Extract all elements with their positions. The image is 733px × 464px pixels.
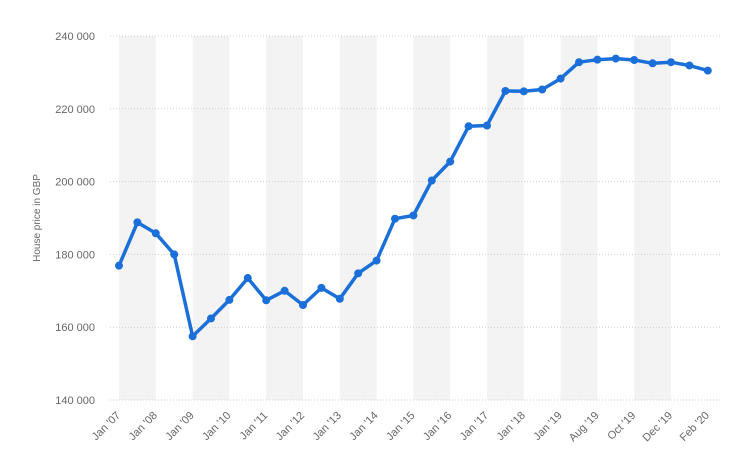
data-point[interactable] [354, 269, 363, 278]
data-point[interactable] [133, 218, 142, 227]
background-band [192, 36, 230, 400]
background-band [487, 36, 524, 400]
x-tick-label: Jan '18 [495, 410, 528, 443]
data-point[interactable] [630, 56, 639, 65]
y-tick-label: 160 000 [55, 322, 95, 334]
data-point[interactable] [262, 296, 271, 305]
x-tick-label: Jan '14 [347, 410, 380, 443]
data-point[interactable] [611, 54, 620, 63]
x-tick-label: Jan '16 [421, 410, 454, 443]
data-point[interactable] [188, 332, 197, 341]
y-tick-label: 200 000 [55, 177, 95, 189]
background-band [560, 36, 598, 400]
data-point[interactable] [115, 261, 123, 270]
background-band [634, 36, 671, 400]
y-tick-label: 140 000 [55, 395, 95, 407]
x-tick-label: Jan '08 [127, 410, 160, 443]
data-points [115, 54, 712, 341]
data-point[interactable] [648, 59, 657, 68]
data-point[interactable] [593, 55, 602, 64]
data-point[interactable] [225, 295, 234, 304]
data-point[interactable] [372, 256, 381, 265]
data-point[interactable] [483, 121, 491, 130]
data-point[interactable] [538, 85, 547, 94]
x-tick-label: Jan '11 [238, 410, 271, 443]
x-tick-label: Jan '07 [90, 410, 123, 443]
data-point[interactable] [409, 211, 418, 220]
x-tick-label: Dec '19 [641, 410, 676, 445]
data-point[interactable] [391, 214, 399, 223]
y-tick-label: 240 000 [55, 31, 95, 43]
data-point[interactable] [280, 286, 289, 295]
alternating-bands [119, 36, 671, 400]
x-tick-label: Jan '15 [384, 410, 417, 443]
x-axis-ticks: Jan '07 Jan '08 Jan '09 Jan '10 Jan '11 Jan '… [90, 410, 712, 445]
data-point[interactable] [170, 250, 179, 259]
y-tick-label: 180 000 [55, 249, 95, 261]
background-band [266, 36, 303, 400]
x-tick-label: Jan '19 [531, 410, 564, 443]
data-point[interactable] [703, 66, 712, 75]
data-point[interactable] [299, 300, 307, 309]
data-point[interactable] [556, 74, 565, 83]
x-tick-label: Jan '12 [274, 410, 307, 443]
y-axis-label: House price in GBP [32, 174, 43, 262]
x-tick-label: Jan '17 [458, 410, 491, 443]
x-tick-label: Jan '10 [200, 410, 233, 443]
data-point[interactable] [335, 294, 344, 303]
x-tick-label: Aug '19 [567, 410, 602, 445]
x-tick-label: Feb '20 [678, 410, 712, 444]
data-point[interactable] [446, 157, 455, 166]
background-band [339, 36, 377, 400]
data-point[interactable] [685, 61, 694, 70]
data-point[interactable] [575, 58, 583, 67]
y-axis-ticks: 140 000 160 000 180 000 200 000 220 000 240 0… [55, 31, 95, 407]
data-point[interactable] [207, 314, 215, 323]
x-tick-label: Oct '19 [605, 410, 638, 443]
data-point[interactable] [243, 274, 252, 283]
data-point[interactable] [501, 86, 510, 95]
data-point[interactable] [427, 176, 436, 185]
background-band [119, 36, 156, 400]
data-point[interactable] [464, 122, 473, 131]
background-band [413, 36, 451, 400]
x-tick-label: Jan '13 [311, 410, 344, 443]
data-point[interactable] [151, 229, 160, 238]
y-tick-label: 220 000 [55, 104, 95, 116]
data-point[interactable] [519, 87, 528, 96]
x-tick-label: Jan '09 [163, 410, 196, 443]
data-point[interactable] [667, 58, 675, 67]
data-point[interactable] [317, 283, 326, 292]
